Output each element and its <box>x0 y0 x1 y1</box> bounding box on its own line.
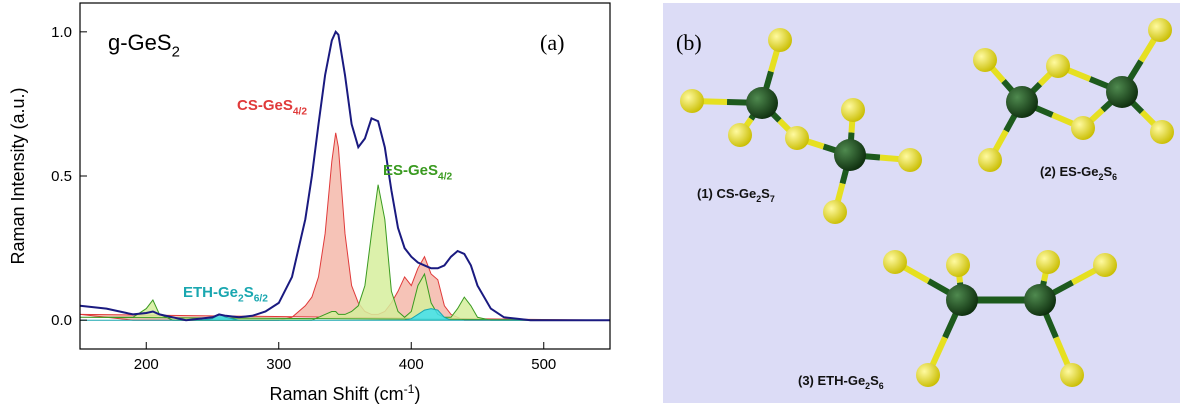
text-part: (3) ETH-Ge <box>798 373 865 388</box>
text-part: 4/2 <box>293 107 307 118</box>
sulfur-atom <box>768 28 792 52</box>
area <box>80 308 610 321</box>
text-part: 2 <box>865 381 870 391</box>
sulfur-atom <box>946 253 970 277</box>
sulfur-atom <box>1060 363 1084 387</box>
text-part: 2 <box>172 44 180 61</box>
text-part: S <box>870 373 879 388</box>
text-part: 4/2 <box>438 172 452 183</box>
text-part: 6/2 <box>254 294 268 305</box>
chart-title: g-GeS2 <box>108 30 180 61</box>
sulfur-atom <box>841 98 865 122</box>
y-tick-label: 1.0 <box>51 24 72 41</box>
text-part: (2) ES-Ge <box>1040 164 1099 179</box>
germanium-atom <box>946 284 978 316</box>
germanium-atom <box>746 87 778 119</box>
sulfur-atom <box>1071 116 1095 140</box>
panel-background <box>663 3 1180 403</box>
text-part: -1 <box>404 382 415 396</box>
area <box>79 132 611 321</box>
x-tick-label: 200 <box>134 356 159 373</box>
y-tick-label: 0.5 <box>51 168 72 185</box>
panel-label: (b) <box>676 30 702 55</box>
sulfur-atom <box>978 148 1002 172</box>
sulfur-atom <box>1036 250 1060 274</box>
text-part: 2 <box>756 194 761 204</box>
germanium-atom <box>1106 76 1138 108</box>
text-part: CS-GeS <box>237 97 293 114</box>
text-part: (1) CS-Ge <box>697 186 756 201</box>
text-part: S <box>244 284 254 301</box>
text-part: 6 <box>879 381 884 391</box>
y-axis-label: Raman Intensity (a.u.) <box>8 87 28 264</box>
sulfur-atom <box>680 89 704 113</box>
germanium-atom <box>1006 86 1038 118</box>
text-part: Raman Shift (cm <box>270 384 404 404</box>
sulfur-atom <box>1093 253 1117 277</box>
text-part: S <box>761 186 770 201</box>
sulfur-atom <box>973 48 997 72</box>
sulfur-atom <box>823 200 847 224</box>
text-part: ETH-Ge <box>183 284 238 301</box>
sulfur-atom <box>785 126 809 150</box>
x-tick-label: 500 <box>531 356 556 373</box>
sulfur-atom <box>916 363 940 387</box>
sulfur-atom <box>1150 120 1174 144</box>
x-axis-label: Raman Shift (cm-1) <box>270 382 421 404</box>
text-part: 2 <box>1099 172 1104 182</box>
text-part: 2 <box>238 294 244 305</box>
text-part: 6 <box>1112 172 1117 182</box>
sulfur-atom <box>883 250 907 274</box>
germanium-atom <box>1024 284 1056 316</box>
molecule-label: (2) ES-Ge2S6 <box>1040 164 1117 182</box>
panel-label: (a) <box>540 30 564 55</box>
x-tick-label: 400 <box>399 356 424 373</box>
molecule-label: (3) ETH-Ge2S6 <box>798 373 884 391</box>
series-label: ETH-Ge2S6/2 <box>183 284 268 305</box>
x-tick-label: 300 <box>266 356 291 373</box>
germanium-atom <box>834 139 866 171</box>
sulfur-atom <box>728 123 752 147</box>
text-part: g-GeS <box>108 30 172 55</box>
molecule-label: (1) CS-Ge2S7 <box>697 186 775 204</box>
text-part: 7 <box>770 194 775 204</box>
molecules: (1) CS-Ge2S7(2) ES-Ge2S6(3) ETH-Ge2S6 <box>680 18 1174 391</box>
text-part: ) <box>414 384 420 404</box>
sulfur-atom <box>1148 18 1172 42</box>
sulfur-atom <box>898 148 922 172</box>
line <box>79 30 610 322</box>
series-label: CS-GeS4/2 <box>237 97 307 118</box>
text-part: ES-GeS <box>383 162 438 179</box>
series-label: ES-GeS4/2 <box>383 162 453 183</box>
text-part: S <box>1103 164 1112 179</box>
sulfur-atom <box>1046 54 1070 78</box>
y-tick-label: 0.0 <box>51 312 72 329</box>
